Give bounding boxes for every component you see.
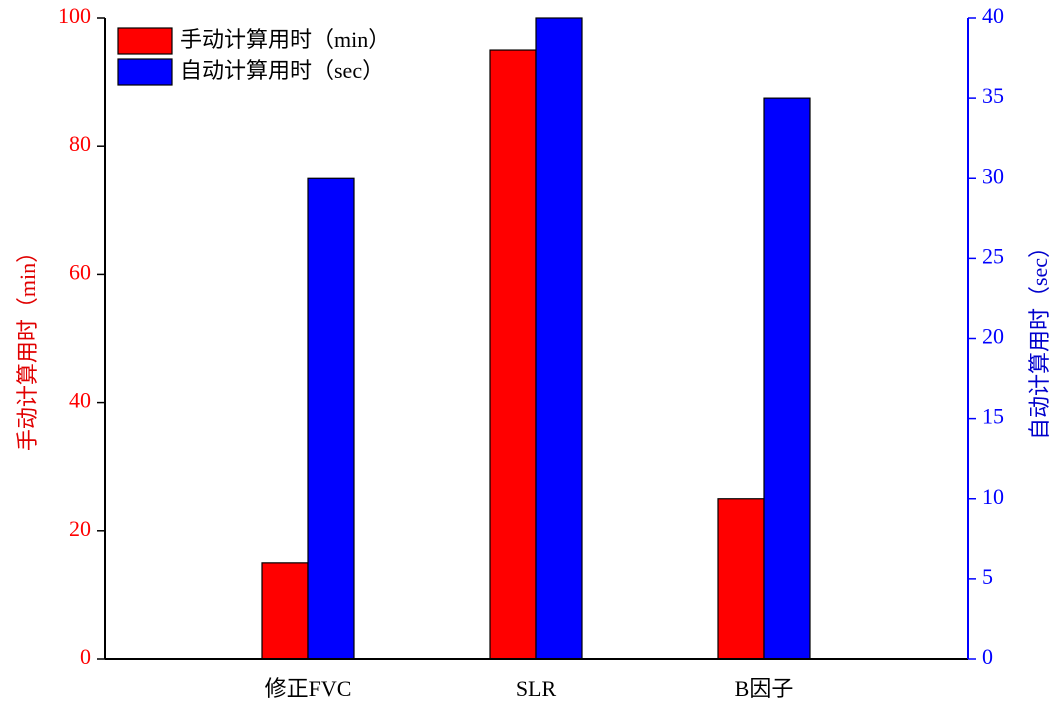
y-tick-label: 20: [69, 516, 91, 541]
y-tick-label: 60: [69, 259, 91, 284]
y2-tick-label: 20: [982, 324, 1004, 349]
y2-tick-label: 15: [982, 404, 1004, 429]
bar: [307, 177, 355, 660]
legend-swatch: [117, 27, 173, 55]
y-axis-label: 手动计算用时（min）: [15, 241, 40, 451]
y-tick-label: 80: [69, 131, 91, 156]
legend-swatch: [117, 58, 173, 86]
y2-tick-label: 10: [982, 484, 1004, 509]
legend-label: 自动计算用时（sec）: [180, 58, 384, 83]
y-tick-label: 40: [69, 388, 91, 413]
bar: [763, 97, 811, 660]
bar: [489, 49, 537, 660]
x-tick-label: B因子: [735, 676, 794, 701]
y2-tick-label: 5: [982, 564, 993, 589]
legend-label: 手动计算用时（min）: [180, 27, 390, 52]
y2-tick-label: 30: [982, 163, 1004, 188]
bar: [261, 562, 309, 660]
y2-axis-label: 自动计算用时（sec）: [1027, 236, 1052, 440]
bar: [535, 17, 583, 660]
y2-tick-label: 35: [982, 83, 1004, 108]
y-tick-label: 0: [80, 644, 91, 669]
y2-tick-label: 0: [982, 644, 993, 669]
bar: [717, 498, 765, 660]
y2-tick-label: 40: [982, 3, 1004, 28]
y-tick-label: 100: [58, 3, 91, 28]
x-tick-label: 修正FVC: [265, 676, 352, 701]
x-tick-label: SLR: [516, 676, 557, 701]
y2-tick-label: 25: [982, 243, 1004, 268]
